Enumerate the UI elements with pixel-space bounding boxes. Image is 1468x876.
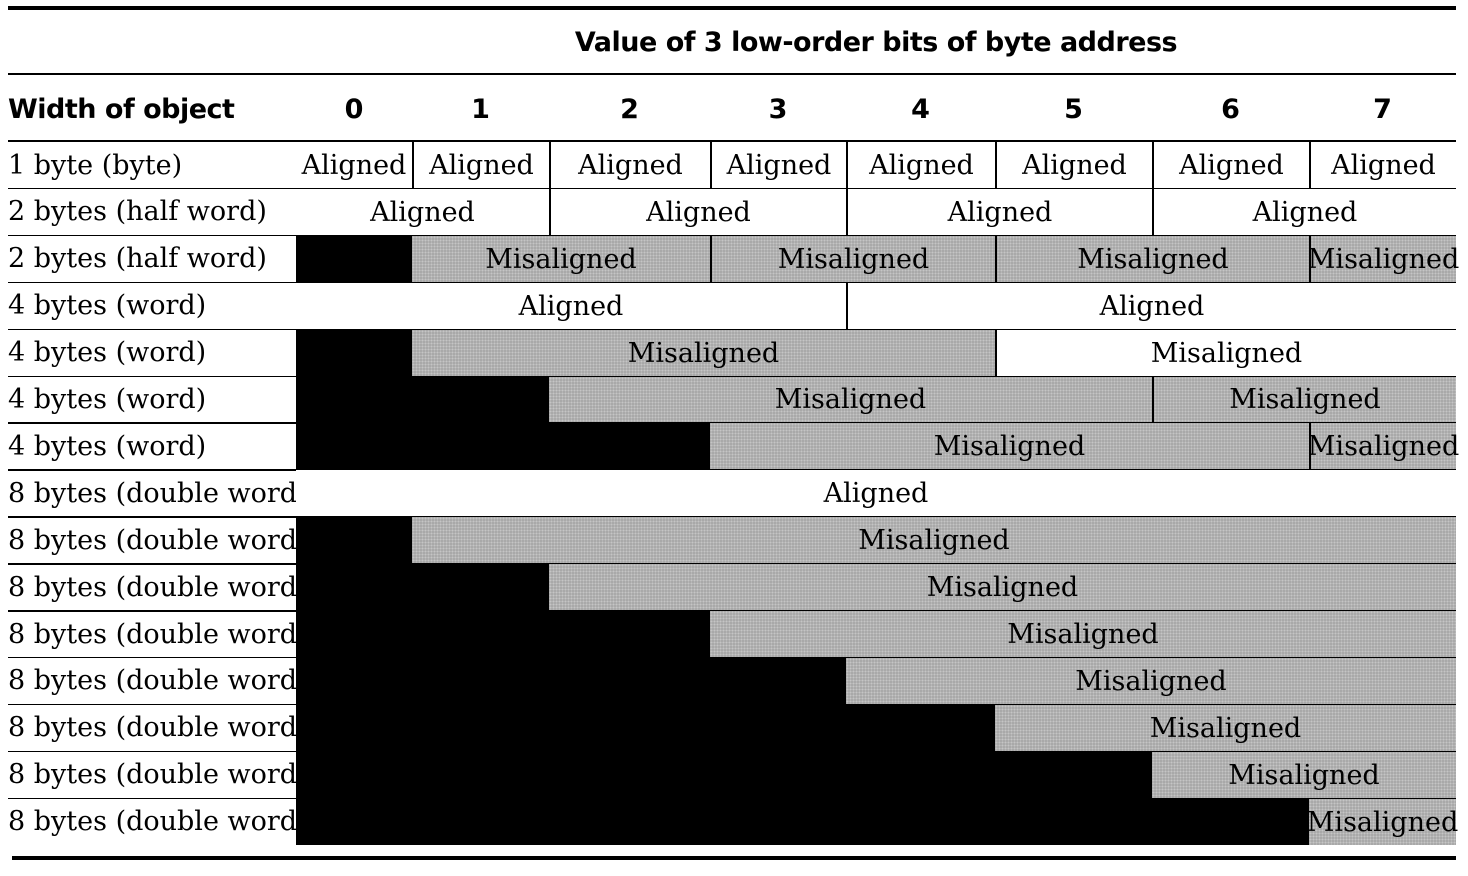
misaligned-cell: Misaligned	[1152, 751, 1456, 799]
blocked-offsets-fill	[296, 564, 549, 611]
row-separator	[8, 563, 1456, 565]
aligned-cell: Aligned	[1152, 188, 1456, 236]
row-separator	[8, 469, 1456, 471]
row-separator	[8, 234, 1456, 237]
row-separator	[8, 703, 1456, 706]
blocked-offsets-fill	[296, 235, 412, 283]
column-group-title: Value of 3 low-order bits of byte addres…	[574, 26, 1178, 58]
row-separator	[8, 750, 1456, 753]
misaligned-cell: Misaligned	[1307, 798, 1458, 846]
misaligned-cell: Misaligned	[1308, 235, 1459, 283]
blocked-offsets-fill	[296, 329, 412, 377]
row-label: 4 bytes (word)	[8, 290, 207, 322]
row-label: 1 byte (byte)	[8, 149, 183, 181]
aligned-cell: Aligned	[846, 188, 1152, 236]
blocked-offsets-fill	[296, 423, 710, 471]
row-label: 8 bytes (double word)	[8, 712, 308, 744]
aligned-cell: Aligned	[412, 142, 549, 189]
aligned-cell: Aligned	[549, 142, 710, 189]
blocked-offsets-fill	[296, 751, 1152, 799]
row-separator	[8, 610, 1456, 612]
aligned-cell: Aligned	[296, 470, 1456, 518]
row-separator	[8, 375, 1456, 377]
blocked-offsets-fill	[296, 798, 1309, 846]
misaligned-cell: Misaligned	[710, 423, 1309, 471]
row-label: 4 bytes (word)	[8, 430, 207, 462]
aligned-cell: Aligned	[296, 142, 412, 189]
column-header-0: 0	[344, 93, 364, 125]
aligned-cell: Aligned	[846, 282, 1456, 330]
row-label: 8 bytes (double word)	[8, 477, 308, 509]
row-label: 8 bytes (double word)	[8, 806, 308, 838]
blocked-offsets-fill	[296, 517, 412, 565]
row-separator	[8, 656, 1456, 659]
row-label: 2 bytes (half word)	[8, 243, 267, 275]
column-header-4: 4	[911, 93, 930, 125]
misaligned-cell: Misaligned	[1308, 423, 1459, 471]
header-divider-rule	[8, 73, 1456, 75]
aligned-cell: Aligned	[995, 142, 1152, 189]
row-separator	[8, 281, 1456, 284]
row-separator	[8, 422, 1456, 424]
row-label: 8 bytes (double word)	[8, 665, 308, 697]
aligned-cell: Aligned	[296, 282, 846, 330]
top-rule	[8, 6, 1456, 10]
blocked-offsets-fill	[296, 376, 549, 424]
misaligned-cell: Misaligned	[549, 564, 1456, 611]
row-separator	[8, 516, 1456, 518]
blocked-offsets-fill	[296, 611, 710, 658]
misaligned-cell: Misaligned	[412, 235, 710, 283]
misaligned-cell: Misaligned	[995, 704, 1456, 752]
aligned-cell: Aligned	[1309, 142, 1456, 189]
misaligned-cell: Misaligned	[412, 517, 1456, 565]
row-label: 4 bytes (word)	[8, 337, 207, 369]
row-separator	[8, 187, 1456, 190]
row-label: 8 bytes (double word)	[8, 524, 308, 556]
blocked-offsets-fill	[296, 704, 995, 752]
column-header-7: 7	[1373, 93, 1392, 125]
column-header-6: 6	[1221, 93, 1240, 125]
aligned-cell: Aligned	[549, 188, 846, 236]
row-label: 2 bytes (half word)	[8, 196, 267, 228]
column-header-1: 1	[471, 93, 490, 125]
row-label: 8 bytes (double word)	[8, 571, 308, 603]
row-separator	[8, 328, 1456, 331]
row-label: 8 bytes (double word)	[8, 759, 308, 791]
row-separator	[8, 797, 1456, 800]
misaligned-cell: Misaligned	[710, 611, 1456, 658]
column-header-rule	[8, 140, 1456, 142]
column-header-3: 3	[768, 93, 788, 125]
misaligned-cell: Misaligned	[549, 376, 1152, 424]
width-of-object-header: Width of object	[8, 93, 235, 125]
bottom-rule	[12, 856, 1456, 860]
misaligned-cell: Misaligned	[1152, 376, 1456, 424]
row-label: 8 bytes (double word)	[8, 618, 308, 650]
column-header-2: 2	[620, 93, 639, 125]
aligned-cell: Aligned	[710, 142, 846, 189]
blocked-offsets-fill	[296, 657, 846, 705]
misaligned-cell: Misaligned	[846, 657, 1456, 705]
aligned-cell: Aligned	[846, 142, 995, 189]
misaligned-cell: Misaligned	[710, 235, 995, 283]
aligned-cell: Aligned	[1152, 142, 1309, 189]
aligned-cell: Aligned	[296, 188, 549, 236]
misaligned-cell: Misaligned	[995, 329, 1456, 377]
row-label: 4 bytes (word)	[8, 384, 207, 415]
misaligned-cell: Misaligned	[412, 329, 995, 377]
column-header-5: 5	[1064, 93, 1083, 125]
misaligned-cell: Misaligned	[995, 235, 1309, 283]
